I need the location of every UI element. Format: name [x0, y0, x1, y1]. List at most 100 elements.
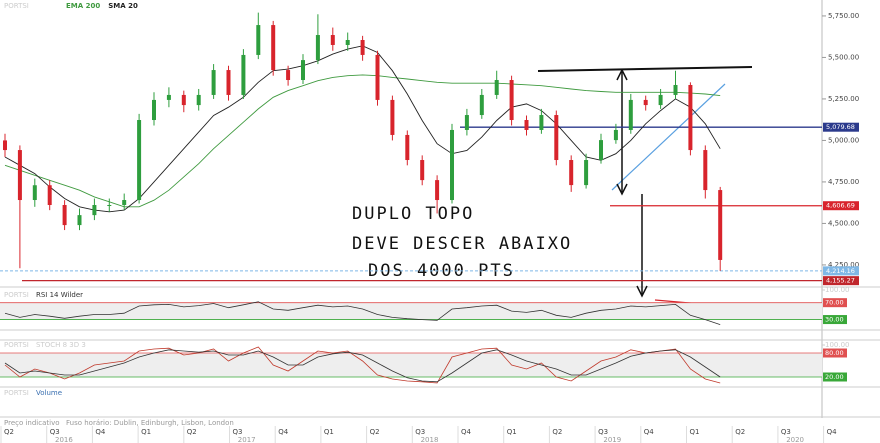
candle-body	[375, 54, 380, 100]
x-tick-label: Q2	[370, 428, 380, 436]
x-tick-label: Q1	[507, 428, 517, 436]
x-tick-label: Q3	[233, 428, 243, 436]
candle-body	[539, 115, 544, 130]
candle-body	[286, 70, 291, 81]
drawn-arrow-head	[636, 285, 648, 298]
drawn-trendline	[611, 83, 726, 191]
candle-body	[405, 134, 410, 161]
candle-body	[137, 120, 142, 201]
candle-body	[673, 84, 678, 95]
y-tick-label: 5,250.00	[828, 95, 859, 103]
price-tag-bg	[823, 266, 859, 276]
candle-body	[569, 160, 574, 186]
candle-body	[643, 99, 648, 106]
price-tag-bg	[823, 276, 859, 286]
candle-body	[196, 94, 201, 106]
candle-body	[390, 99, 395, 135]
x-tick-label: Q3	[50, 428, 60, 436]
y-tick-label: 4,500.00	[828, 219, 859, 227]
candle-body	[628, 99, 633, 130]
x-tick-label: Q4	[461, 428, 472, 436]
panel-title: RSI 14 Wilder	[36, 291, 83, 299]
price-tag: 5,079.68	[826, 123, 855, 131]
x-tick-label: Q3	[598, 428, 608, 436]
candle-body	[32, 185, 37, 201]
y-tick-label: 70.00	[825, 299, 844, 307]
y-tick-label: 5,750.00	[828, 12, 859, 20]
tag-bg	[823, 372, 847, 382]
candle-body	[360, 40, 365, 55]
candle-body	[315, 35, 320, 61]
candle-body	[47, 185, 52, 205]
annotation: DEVE DESCER ABAIXO	[352, 234, 572, 254]
candle-body	[509, 80, 514, 121]
x-tick-label: Q4	[644, 428, 655, 436]
x-tick-label: Q2	[552, 428, 562, 436]
y-tick-label: 80.00	[825, 349, 844, 357]
candle-body	[658, 94, 663, 106]
candle-body	[241, 54, 246, 95]
candle-body	[718, 190, 723, 260]
year-label: 2017	[238, 436, 256, 443]
y-tick-label: 5,500.00	[828, 53, 859, 61]
y-tick-label: 5,000.00	[828, 136, 859, 144]
year-label: 2020	[786, 436, 804, 443]
candle-body	[211, 70, 216, 95]
x-tick-label: Q3	[781, 428, 791, 436]
ticker: PORTSI	[4, 2, 29, 10]
indicator-line	[4, 301, 721, 325]
ticker: PORTSI	[4, 341, 29, 349]
candle-body	[166, 94, 171, 100]
candle-body	[301, 60, 305, 81]
ticker: PORTSI	[4, 389, 29, 397]
candle-body	[599, 140, 603, 161]
year-label: 2016	[55, 436, 73, 443]
candle-body	[584, 160, 589, 186]
x-tick-label: Q4	[827, 428, 838, 436]
price-tag: 4,155.27	[826, 277, 855, 285]
candle-body	[688, 84, 693, 151]
price-tag-bg	[823, 201, 859, 211]
candle-body	[107, 205, 112, 206]
tag-bg	[823, 298, 847, 308]
candle-body	[122, 200, 127, 205]
panel-title: STOCH 8 3D 3	[36, 341, 86, 349]
candle-body	[92, 205, 97, 216]
drawn-top-line	[537, 66, 753, 72]
x-tick-label: Q4	[278, 428, 289, 436]
year-label: 2019	[603, 436, 621, 443]
candle-body	[62, 205, 67, 226]
candle-body	[3, 140, 7, 151]
legend-entry: EMA 200	[66, 2, 100, 10]
candle-body	[17, 150, 22, 201]
ticker: PORTSI	[4, 291, 29, 299]
x-tick-label: Q2	[735, 428, 745, 436]
candle-body	[524, 120, 529, 130]
candle-body	[77, 215, 82, 226]
candle-body	[450, 129, 454, 201]
drawn-arrow-heads	[616, 68, 628, 196]
y-tick-label: 30.00	[825, 316, 844, 324]
candle-body	[613, 129, 618, 141]
y-tick-label: 4,250.00	[828, 261, 859, 269]
x-tick-label: Q1	[690, 428, 700, 436]
panel-title: Volume	[36, 389, 62, 397]
band	[0, 353, 822, 377]
tag-bg	[823, 348, 847, 358]
band	[0, 302, 822, 320]
footer-timezone: Fuso horário: Dublin, Edinburgh, Lisbon,…	[66, 419, 234, 427]
indicator-line	[4, 346, 721, 384]
x-tick-label: Q1	[324, 428, 334, 436]
candle-body	[554, 115, 559, 161]
price-tag: 4,606.69	[826, 202, 855, 210]
candle-body	[152, 99, 156, 121]
year-label: 2018	[421, 436, 439, 443]
footer-note: Preço indicativo	[4, 419, 60, 427]
candle-body	[494, 80, 499, 95]
x-tick-label: Q4	[95, 428, 106, 436]
candle-body	[330, 35, 335, 45]
tag-bg	[823, 315, 847, 325]
candle-body	[345, 40, 350, 45]
candle-body	[271, 25, 276, 71]
